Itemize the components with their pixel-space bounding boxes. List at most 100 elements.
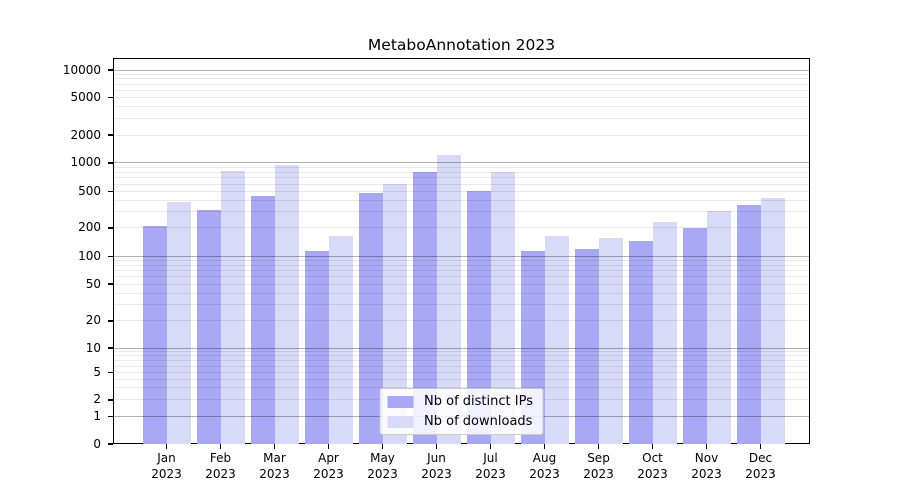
minor-gridline [113, 320, 810, 322]
minor-gridline [113, 171, 810, 173]
bar-distinct-ips [196, 210, 221, 444]
minor-gridline [113, 191, 810, 193]
x-tick-label: Oct 2023 [637, 451, 668, 481]
chart-title: MetaboAnnotation 2023 [367, 36, 556, 54]
x-tick-mark [219, 444, 222, 449]
x-tick-label: Mar 2023 [259, 451, 290, 481]
bar-distinct-ips [304, 250, 329, 444]
y-tick-mark [108, 227, 113, 229]
x-tick-mark [327, 444, 330, 449]
x-tick-mark [651, 444, 654, 449]
major-gridline [113, 256, 810, 258]
legend-item: Nb of downloads [387, 414, 533, 429]
y-tick-mark [108, 256, 113, 258]
bar-downloads [598, 237, 623, 444]
legend-swatch-downloads [387, 415, 414, 428]
bar-downloads [544, 236, 569, 444]
major-gridline [113, 162, 810, 164]
minor-gridline [113, 304, 810, 306]
minor-gridline [113, 270, 810, 272]
y-tick-label: 50 [85, 276, 101, 291]
y-tick-label: 200 [78, 220, 101, 235]
y-tick-label: 500 [78, 184, 101, 199]
minor-gridline [113, 200, 810, 202]
y-tick-mark [108, 372, 113, 374]
legend-label: Nb of distinct IPs [424, 394, 533, 409]
minor-gridline [113, 260, 810, 262]
minor-gridline [113, 378, 810, 380]
bar-distinct-ips [358, 193, 383, 444]
x-tick-label: Apr 2023 [313, 451, 344, 481]
y-tick-mark [108, 320, 113, 322]
bar-downloads [760, 197, 785, 444]
minor-gridline [113, 166, 810, 168]
minor-gridline [113, 177, 810, 179]
y-tick-label: 0 [93, 436, 101, 451]
y-tick-mark [108, 162, 113, 164]
y-tick-label: 2 [93, 392, 101, 407]
bar-downloads [274, 164, 299, 444]
bar-downloads [328, 235, 353, 444]
minor-gridline [113, 351, 810, 353]
x-tick-label: Jul 2023 [475, 451, 506, 481]
x-tick-label: Jun 2023 [421, 451, 452, 481]
minor-gridline [113, 292, 810, 294]
y-tick-label: 5 [93, 365, 101, 380]
y-tick-mark [108, 134, 113, 136]
bar-distinct-ips [736, 205, 761, 444]
major-gridline [113, 347, 810, 349]
bar-downloads [166, 202, 191, 444]
minor-gridline [113, 211, 810, 213]
y-tick-label: 100 [78, 249, 101, 264]
minor-gridline [113, 372, 810, 374]
y-tick-mark [108, 399, 113, 401]
bar-downloads [220, 171, 245, 444]
minor-gridline [113, 387, 810, 389]
legend-item: Nb of distinct IPs [387, 394, 533, 409]
bar-distinct-ips [574, 249, 599, 444]
grid-layer [113, 58, 810, 444]
y-tick-mark [108, 96, 113, 99]
bar-distinct-ips [142, 226, 167, 444]
bar-distinct-ips [250, 195, 275, 444]
minor-gridline [113, 89, 810, 91]
y-tick-mark [108, 283, 113, 285]
minor-gridline [113, 106, 810, 108]
minor-gridline [113, 355, 810, 357]
x-tick-mark [273, 444, 276, 449]
minor-gridline [113, 97, 810, 99]
x-tick-label: Dec 2023 [745, 451, 776, 481]
minor-gridline [113, 134, 810, 136]
y-tick-mark [108, 416, 113, 418]
x-tick-mark [705, 444, 708, 449]
x-tick-label: Aug 2023 [529, 451, 560, 481]
minor-gridline [113, 83, 810, 85]
x-tick-mark [489, 444, 492, 449]
major-gridline [113, 69, 810, 71]
y-tick-label: 2000 [70, 127, 101, 142]
y-tick-label: 1 [93, 409, 101, 424]
y-tick-label: 10000 [62, 62, 101, 77]
y-tick-mark [108, 347, 113, 349]
y-tick-label: 10 [85, 340, 101, 355]
minor-gridline [113, 283, 810, 285]
minor-gridline [113, 117, 810, 119]
x-tick-label: Sep 2023 [583, 451, 614, 481]
x-tick-label: Jan 2023 [151, 451, 182, 481]
minor-gridline [113, 227, 810, 229]
bar-downloads [652, 221, 677, 444]
minor-gridline [113, 264, 810, 266]
y-tick-label: 5000 [70, 90, 101, 105]
minor-gridline [113, 73, 810, 75]
x-tick-label: Feb 2023 [205, 451, 236, 481]
x-tick-mark [435, 444, 438, 449]
legend-swatch-distinct-ips [387, 395, 414, 408]
bar-downloads [706, 210, 731, 444]
x-tick-label: Nov 2023 [691, 451, 722, 481]
legend-label: Nb of downloads [424, 414, 533, 429]
x-tick-label: May 2023 [367, 451, 398, 481]
y-tick-mark [108, 69, 113, 71]
y-tick-mark [108, 191, 113, 193]
y-tick-mark [108, 443, 113, 445]
